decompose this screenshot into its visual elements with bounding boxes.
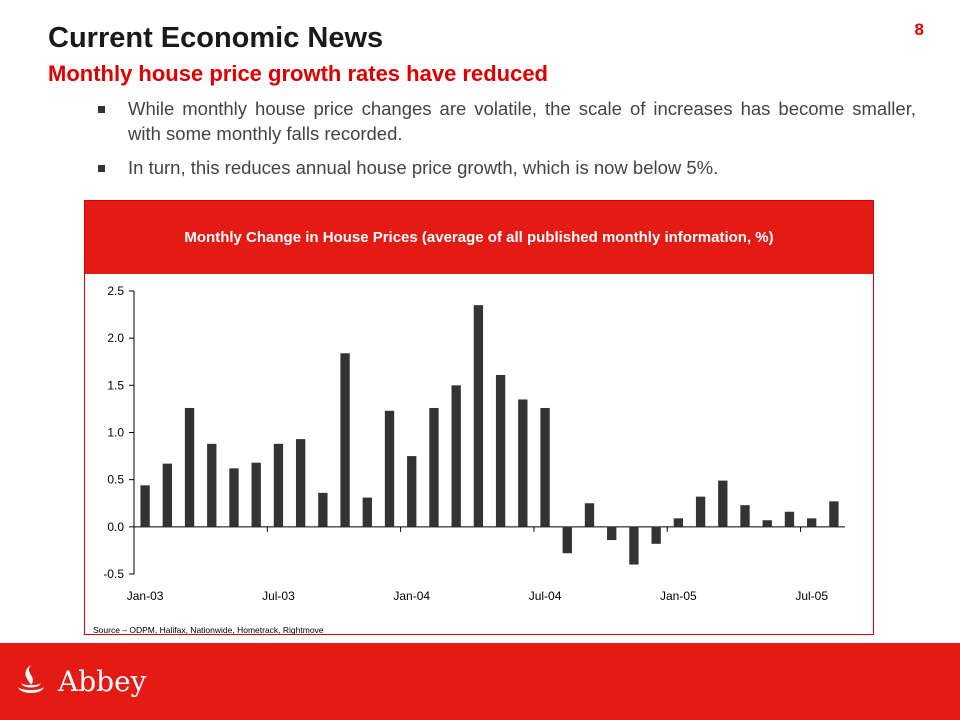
bar-Sep-04 xyxy=(584,503,595,527)
y-tick-label: 2.0 xyxy=(107,331,124,345)
y-tick-label: 1.5 xyxy=(107,378,124,392)
bar-Feb-04 xyxy=(429,407,439,527)
bar-Nov-04 xyxy=(629,526,639,565)
abbey-flame-logo-icon xyxy=(18,665,44,693)
x-tick-label: Jan-03 xyxy=(127,589,164,603)
square-bullet-icon xyxy=(98,106,105,113)
y-tick-label: 2.5 xyxy=(107,284,124,298)
y-tick-label: 1.0 xyxy=(107,426,124,440)
x-tick-label: Jul-05 xyxy=(795,589,828,603)
bar-Jan-03 xyxy=(140,485,150,527)
y-tick-label: 0.5 xyxy=(107,473,124,487)
bar-Dec-03 xyxy=(384,410,395,527)
x-tick-label: Jan-05 xyxy=(660,589,697,603)
bar-Nov-03 xyxy=(362,497,372,527)
footer-bar: Abbey xyxy=(0,643,960,720)
bar-Aug-05 xyxy=(829,501,839,527)
x-tick-label: Jul-03 xyxy=(262,589,295,603)
slide-subtitle: Monthly house price growth rates have re… xyxy=(48,61,548,86)
bar-Jul-05 xyxy=(807,518,817,527)
chart-panel: Monthly Change in House Prices (average … xyxy=(84,200,874,635)
logo-text: Abbey xyxy=(58,664,147,698)
bar-Jun-04 xyxy=(518,399,528,527)
bar-Jul-04 xyxy=(540,407,550,527)
source-note: Source – ODPM, Halifax, Nationwide, Home… xyxy=(93,625,324,635)
bullet-item: While monthly house price changes are vo… xyxy=(98,96,916,146)
slide-title: Current Economic News xyxy=(48,22,384,54)
bar-Jun-05 xyxy=(784,511,795,527)
bullet-item: In turn, this reduces annual house price… xyxy=(98,155,916,180)
bar-Mar-04 xyxy=(451,385,461,527)
bar-Mar-03 xyxy=(184,407,195,527)
bar-Dec-04 xyxy=(651,526,661,544)
y-tick-label: 0.0 xyxy=(107,520,124,534)
bar-Feb-03 xyxy=(162,463,172,527)
page-number: 8 xyxy=(914,20,924,39)
bullet-list: While monthly house price changes are vo… xyxy=(98,96,916,189)
bar-Aug-04 xyxy=(562,526,572,554)
bar-Mar-05 xyxy=(718,480,728,527)
bar-Apr-05 xyxy=(740,505,750,527)
bar-Jul-03 xyxy=(273,443,284,527)
y-tick-label: -0.5 xyxy=(103,567,124,581)
chart-title: Monthly Change in House Prices (average … xyxy=(184,229,774,246)
bar-Oct-03 xyxy=(340,353,350,527)
bar-May-04 xyxy=(495,374,506,527)
chart-header: Monthly Change in House Prices (average … xyxy=(85,201,873,274)
bar-Sep-03 xyxy=(318,492,328,527)
x-tick-label: Jan-04 xyxy=(393,589,430,603)
bar-Oct-04 xyxy=(607,526,617,541)
bullet-text: In turn, this reduces annual house price… xyxy=(128,157,719,178)
bar-May-03 xyxy=(229,468,239,527)
bar-Apr-03 xyxy=(207,443,217,527)
bar-Aug-03 xyxy=(295,439,306,527)
bar-Jan-05 xyxy=(673,518,684,527)
bar-Jun-03 xyxy=(251,462,261,527)
abbey-logo: Abbey xyxy=(14,663,146,699)
x-tick-label: Jul-04 xyxy=(529,589,562,603)
square-bullet-icon xyxy=(98,165,105,172)
bar-Feb-05 xyxy=(695,496,706,527)
bullet-text: While monthly house price changes are vo… xyxy=(128,98,916,144)
bar-May-05 xyxy=(762,520,772,527)
bar-Apr-04 xyxy=(473,305,484,527)
bar-Jan-04 xyxy=(407,456,417,527)
